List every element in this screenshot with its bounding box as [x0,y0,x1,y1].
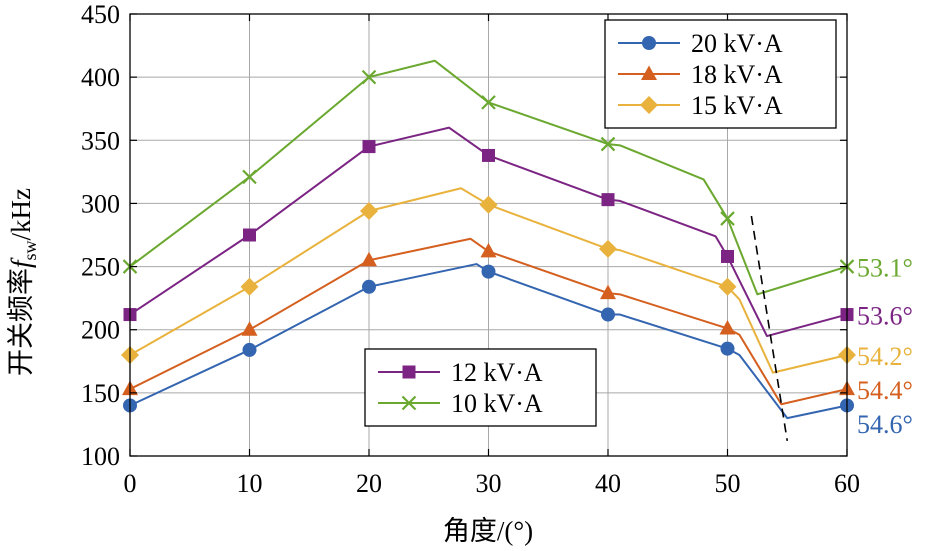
legend-swatch-marker [402,365,416,379]
y-tick-label: 100 [81,442,120,471]
legend-label: 15 kV·A [691,91,783,120]
series-10-kva [122,59,855,296]
data-point-10-kva [361,69,377,85]
data-point-18-kva [241,321,258,336]
angle-annotations: 53.1° 53.6° 54.2° 54.4° 54.6° [857,254,913,440]
legend-bottom-center: 12 kV·A10 kV·A [364,348,597,427]
axis-ticks: 0 10 20 30 40 50 60 100 150 200 250 300 350 400 450 [81,0,860,498]
legend-swatch-marker [642,36,656,50]
legend-label: 12 kV·A [451,358,543,387]
y-tick-label: 250 [81,253,120,282]
data-point-10-kva [720,211,735,226]
data-point-15-kva [599,239,617,258]
y-tick-label: 400 [81,63,120,92]
angle-annotation: 54.4° [857,376,913,405]
y-axis-label-prefix: 开关频率 [6,268,36,376]
legend-entry-15-kva: 15 kV·A [618,91,783,120]
data-point-10-kva [242,169,257,185]
legend-entry-12-kva: 12 kV·A [378,358,543,387]
data-point-12-kva [362,140,376,154]
legend-label: 20 kV·A [691,29,783,58]
legend-swatch-marker [641,65,657,80]
legend-entry-10-kva: 10 kV·A [378,389,543,418]
legend-swatch-marker [640,96,658,114]
data-point-20-kva [601,307,615,322]
data-point-12-kva [482,148,495,162]
data-point-18-kva [480,242,497,258]
legend-entry-20-kva: 20 kV·A [618,29,783,58]
y-tick-label: 200 [81,316,120,345]
series-15-kva [121,187,856,374]
dashed-boundary [750,215,789,441]
data-point-20-kva [720,341,735,356]
y-tick-label: 300 [81,189,120,218]
data-point-10-kva [600,136,616,152]
x-tick-label: 10 [237,469,263,498]
y-tick-label: 350 [81,126,120,155]
legend-top-right: 20 kV·A18 kV·A15 kV·A [604,19,837,129]
series-12-kva [123,126,854,338]
series-18-kva [122,237,855,406]
data-point-15-kva [360,202,378,221]
data-point-15-kva [240,277,259,296]
x-axis-label: 角度/(°) [443,516,533,546]
data-point-15-kva [479,195,498,214]
y-axis-label-suffix: /kHz [6,188,36,241]
data-point-12-kva [721,249,734,263]
data-point-20-kva [242,342,257,357]
angle-annotation: 54.2° [857,342,913,371]
legends: 20 kV·A18 kV·A15 kV·A 12 kV·A10 kV·A [364,19,837,427]
angle-annotation: 53.6° [857,302,913,331]
x-tick-label: 30 [476,469,502,498]
data-point-18-kva [719,319,736,335]
legend-swatch-marker [401,395,417,411]
series-layer [121,59,856,420]
legend-box [364,348,597,427]
legend-label: 18 kV·A [691,60,783,89]
data-point-20-kva [362,279,376,294]
data-point-18-kva [361,251,377,267]
y-axis-label-var: f [6,257,36,268]
series-20-kva [123,263,854,420]
y-axis-label: 开关频率fsw/kHz [6,188,40,376]
data-point-10-kva [481,95,496,110]
data-point-15-kva [718,277,737,296]
legend-label: 10 kV·A [451,389,543,418]
angle-annotation: 53.1° [857,254,913,283]
x-tick-label: 0 [124,469,137,498]
x-tick-label: 20 [356,469,382,498]
data-point-12-kva [601,193,615,207]
data-point-20-kva [481,264,496,279]
x-tick-label: 50 [715,469,741,498]
y-tick-label: 150 [81,379,120,408]
angle-annotation: 54.6° [857,410,913,439]
boundary-dashed-line [750,215,789,441]
y-axis-label-sub: sw [20,240,40,260]
x-tick-label: 60 [834,469,860,498]
data-point-18-kva [600,284,616,300]
x-tick-label: 40 [595,469,621,498]
data-point-12-kva [243,228,256,242]
legend-entry-18-kva: 18 kV·A [618,60,783,89]
y-tick-label: 450 [81,0,120,29]
